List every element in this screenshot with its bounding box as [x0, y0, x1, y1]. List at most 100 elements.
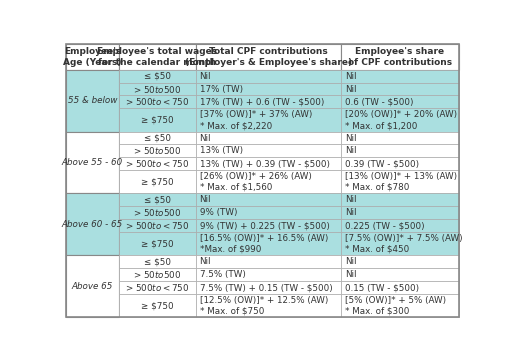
Bar: [196, 145, 341, 158]
Text: Nil: Nil: [345, 257, 356, 266]
Bar: [196, 83, 341, 96]
Text: 7.5% (TW): 7.5% (TW): [200, 270, 245, 279]
Text: [7.5% (OW)]* + 7.5% (AW)
* Max. of $450: [7.5% (OW)]* + 7.5% (AW) * Max. of $450: [345, 234, 462, 254]
Text: ≥ $750: ≥ $750: [141, 177, 174, 187]
Text: ≥ $750: ≥ $750: [141, 116, 174, 125]
Text: > $50 to $500: > $50 to $500: [133, 83, 181, 95]
Text: Total CPF contributions
(Employer's & Employee's share): Total CPF contributions (Employer's & Em…: [185, 47, 352, 67]
Text: 13% (TW) + 0.39 (TW - $500): 13% (TW) + 0.39 (TW - $500): [200, 159, 330, 168]
Bar: [119, 158, 196, 170]
Bar: [341, 70, 459, 83]
Text: ≥ $750: ≥ $750: [141, 301, 174, 310]
Text: 0.39 (TW - $500): 0.39 (TW - $500): [345, 159, 419, 168]
Bar: [341, 255, 459, 268]
Bar: [196, 255, 341, 268]
Bar: [341, 232, 459, 255]
Text: 17% (TW): 17% (TW): [200, 84, 243, 93]
Bar: [196, 268, 341, 281]
Text: [13% (OW)]* + 13% (AW)
* Max. of $780: [13% (OW)]* + 13% (AW) * Max. of $780: [345, 172, 457, 192]
Bar: [341, 206, 459, 219]
Bar: [196, 294, 341, 317]
Text: 0.15 (TW - $500): 0.15 (TW - $500): [345, 283, 419, 292]
Bar: [196, 96, 341, 108]
Text: [20% (OW)]* + 20% (AW)
* Max. of $1,200: [20% (OW)]* + 20% (AW) * Max. of $1,200: [345, 110, 457, 130]
Bar: [119, 132, 196, 145]
Bar: [119, 96, 196, 108]
Text: Above 65: Above 65: [72, 282, 113, 291]
Text: Above 60 - 65: Above 60 - 65: [62, 220, 123, 229]
Bar: [196, 70, 341, 83]
Text: 17% (TW) + 0.6 (TW - $500): 17% (TW) + 0.6 (TW - $500): [200, 97, 324, 106]
Text: ≤ $50: ≤ $50: [144, 134, 171, 142]
Bar: [119, 294, 196, 317]
Text: [16.5% (OW)]* + 16.5% (AW)
*Max. of $990: [16.5% (OW)]* + 16.5% (AW) *Max. of $990: [200, 234, 328, 254]
Text: Employee's total wages
for the calendar month: Employee's total wages for the calendar …: [97, 47, 218, 67]
Text: > $500 to < $750: > $500 to < $750: [125, 220, 189, 231]
Text: Nil: Nil: [345, 134, 356, 142]
Text: 9% (TW): 9% (TW): [200, 208, 237, 217]
Text: 55 & below: 55 & below: [68, 96, 117, 105]
Bar: [196, 132, 341, 145]
Bar: [66, 132, 119, 193]
Bar: [119, 281, 196, 294]
Text: Nil: Nil: [345, 84, 356, 93]
Text: Nil: Nil: [200, 257, 211, 266]
Bar: [341, 44, 459, 70]
Bar: [341, 294, 459, 317]
Bar: [119, 268, 196, 281]
Bar: [341, 268, 459, 281]
Text: [5% (OW)]* + 5% (AW)
* Max. of $300: [5% (OW)]* + 5% (AW) * Max. of $300: [345, 296, 446, 316]
Text: ≥ $750: ≥ $750: [141, 239, 174, 248]
Bar: [196, 158, 341, 170]
Text: Nil: Nil: [200, 195, 211, 204]
Bar: [196, 193, 341, 206]
Bar: [196, 44, 341, 70]
Bar: [119, 70, 196, 83]
Text: [37% (OW)]* + 37% (AW)
* Max. of $2,220: [37% (OW)]* + 37% (AW) * Max. of $2,220: [200, 110, 312, 130]
Bar: [119, 83, 196, 96]
Text: 0.225 (TW - $500): 0.225 (TW - $500): [345, 221, 424, 230]
Bar: [119, 170, 196, 193]
Text: Nil: Nil: [345, 208, 356, 217]
Bar: [119, 255, 196, 268]
Bar: [66, 70, 119, 132]
Bar: [341, 83, 459, 96]
Text: 9% (TW) + 0.225 (TW - $500): 9% (TW) + 0.225 (TW - $500): [200, 221, 329, 230]
Text: Nil: Nil: [345, 146, 356, 155]
Bar: [119, 232, 196, 255]
Bar: [119, 206, 196, 219]
Text: > $50 to $500: > $50 to $500: [133, 269, 181, 280]
Bar: [196, 170, 341, 193]
Bar: [341, 96, 459, 108]
Bar: [196, 206, 341, 219]
Text: [12.5% (OW)]* + 12.5% (AW)
* Max. of $750: [12.5% (OW)]* + 12.5% (AW) * Max. of $75…: [200, 296, 328, 316]
Text: Employee's share
of CPF contributions: Employee's share of CPF contributions: [348, 47, 452, 67]
Text: Employee's
Age (Years): Employee's Age (Years): [63, 47, 122, 67]
Text: Nil: Nil: [345, 72, 356, 81]
Bar: [119, 145, 196, 158]
Bar: [119, 219, 196, 232]
Bar: [119, 44, 196, 70]
Text: ≤ $50: ≤ $50: [144, 195, 171, 204]
Bar: [66, 193, 119, 255]
Bar: [119, 108, 196, 132]
Text: ≤ $50: ≤ $50: [144, 257, 171, 266]
Text: > $500 to < $750: > $500 to < $750: [125, 158, 189, 169]
Bar: [341, 145, 459, 158]
Text: Nil: Nil: [200, 134, 211, 142]
Text: Nil: Nil: [200, 72, 211, 81]
Text: > $500 to < $750: > $500 to < $750: [125, 96, 189, 107]
Text: > $50 to $500: > $50 to $500: [133, 145, 181, 156]
Bar: [341, 281, 459, 294]
Text: 0.6 (TW - $500): 0.6 (TW - $500): [345, 97, 413, 106]
Bar: [119, 193, 196, 206]
Text: Nil: Nil: [345, 195, 356, 204]
Text: 13% (TW): 13% (TW): [200, 146, 243, 155]
Bar: [341, 219, 459, 232]
Text: > $500 to < $750: > $500 to < $750: [125, 282, 189, 293]
Bar: [341, 158, 459, 170]
Bar: [66, 44, 119, 70]
Text: 7.5% (TW) + 0.15 (TW - $500): 7.5% (TW) + 0.15 (TW - $500): [200, 283, 332, 292]
Text: [26% (OW)]* + 26% (AW)
* Max. of $1,560: [26% (OW)]* + 26% (AW) * Max. of $1,560: [200, 172, 311, 192]
Bar: [196, 281, 341, 294]
